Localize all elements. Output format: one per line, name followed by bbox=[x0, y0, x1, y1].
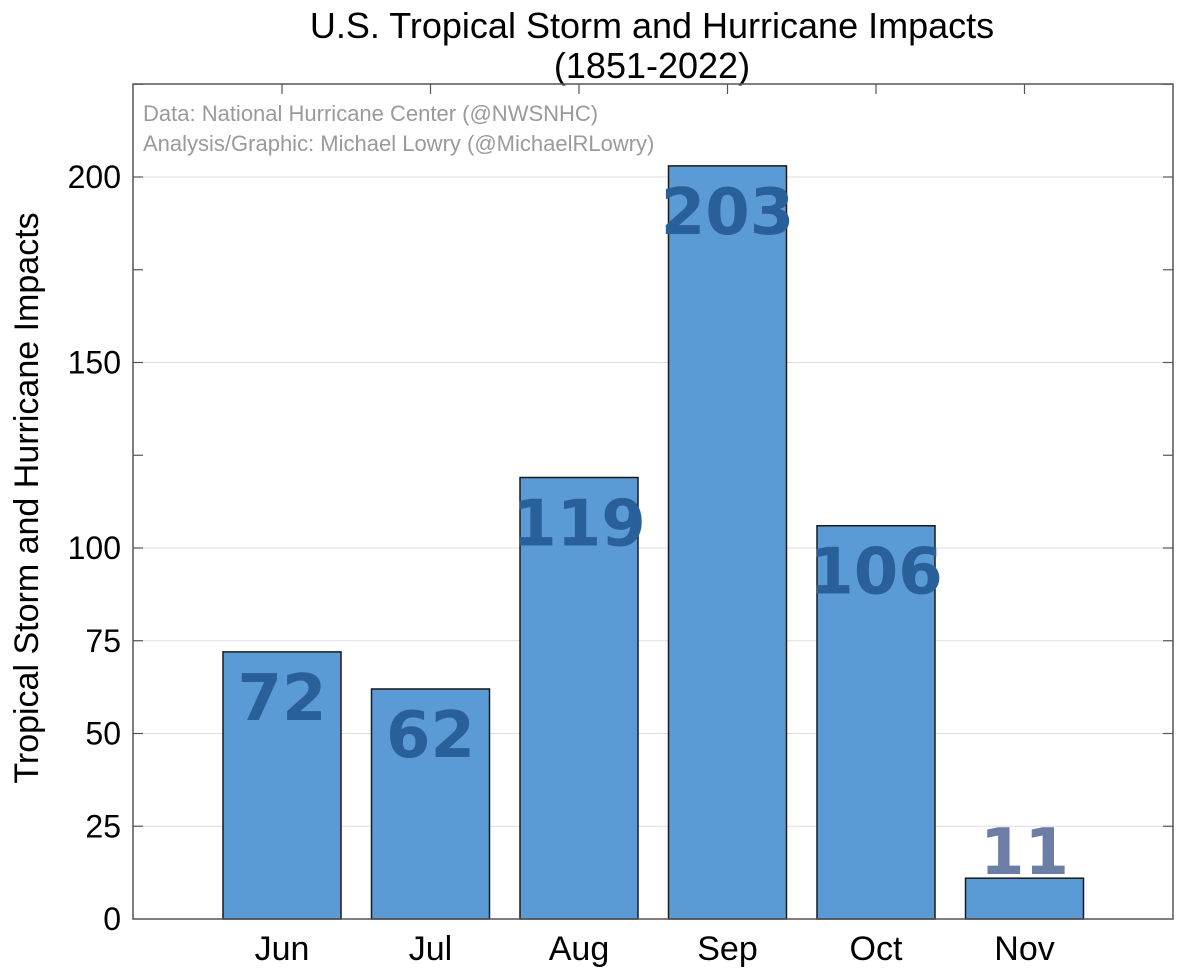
x-tick-label-nov: Nov bbox=[994, 930, 1054, 968]
value-label-sep: 203 bbox=[661, 176, 795, 250]
value-label-aug: 119 bbox=[512, 488, 646, 562]
x-tick-label-aug: Aug bbox=[549, 930, 610, 968]
plot-area bbox=[132, 83, 1174, 920]
bar-aug bbox=[519, 476, 639, 920]
x-tick-labels: Jun Jul Aug Sep Oct Nov bbox=[255, 930, 1055, 968]
y-tick-label-200: 200 bbox=[68, 159, 121, 195]
bars bbox=[222, 165, 1085, 920]
x-tick-label-jun: Jun bbox=[255, 930, 310, 968]
y-tick-label-150: 150 bbox=[68, 345, 121, 381]
bar-sep bbox=[667, 165, 788, 920]
bar-jul bbox=[370, 688, 491, 920]
axis-ticks bbox=[133, 83, 1173, 827]
y-tick-label-50: 50 bbox=[85, 716, 121, 752]
y-tick-label-0: 0 bbox=[103, 901, 121, 937]
value-label-jun: 72 bbox=[237, 662, 326, 736]
y-tick-labels: 0 25 50 75 100 150 200 bbox=[68, 159, 121, 937]
value-label-oct: 106 bbox=[809, 536, 943, 610]
bar-oct bbox=[816, 524, 936, 920]
data-credit: Data: National Hurricane Center (@NWSNHC… bbox=[143, 101, 598, 126]
y-tick-label-25: 25 bbox=[85, 808, 121, 844]
bar-nov bbox=[964, 877, 1085, 920]
value-label-jul: 62 bbox=[386, 699, 475, 773]
chart-subtitle: (1851-2022) bbox=[554, 45, 750, 86]
chart-title: U.S. Tropical Storm and Hurricane Impact… bbox=[310, 5, 994, 46]
value-label-nov: 11 bbox=[980, 816, 1069, 890]
x-tick-label-oct: Oct bbox=[850, 930, 903, 968]
analysis-credit: Analysis/Graphic: Michael Lowry (@Michae… bbox=[143, 131, 654, 156]
x-tick-label-jul: Jul bbox=[409, 930, 452, 968]
y-axis-label: Tropical Storm and Hurricane Impacts bbox=[8, 212, 46, 783]
y-tick-label-75: 75 bbox=[85, 623, 121, 659]
y-tick-label-100: 100 bbox=[68, 530, 121, 566]
x-tick-label-sep: Sep bbox=[697, 930, 758, 968]
value-labels: 72 62 119 203 106 11 bbox=[237, 176, 1069, 890]
